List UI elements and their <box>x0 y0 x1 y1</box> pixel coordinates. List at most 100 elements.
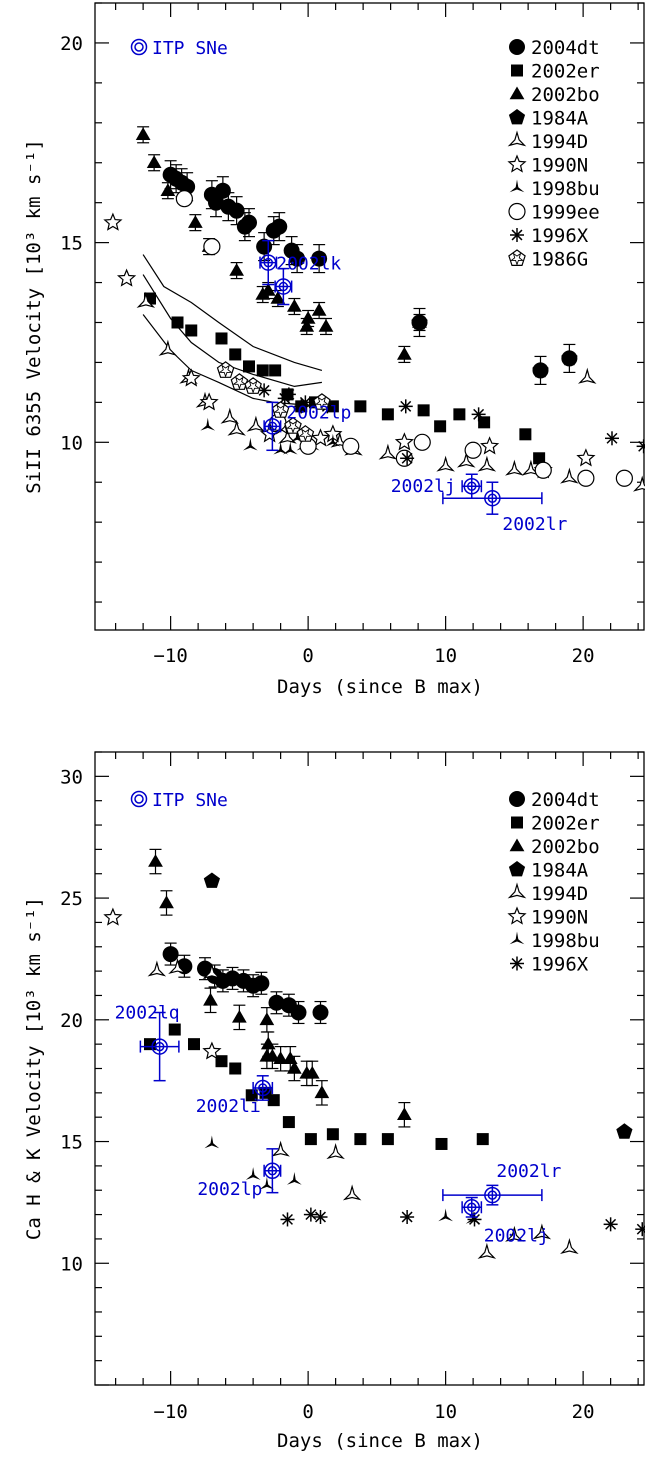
legend-label: 1996X <box>531 954 589 976</box>
legend-label: 2004dt <box>531 37 600 59</box>
legend-item: 2004dt <box>509 789 600 811</box>
data-point <box>396 434 412 449</box>
legend-item: 2002er <box>511 61 600 83</box>
legend-label: 1998bu <box>531 178 600 200</box>
x-tick-label: 10 <box>434 645 457 667</box>
data-point <box>304 1208 318 1222</box>
legend-label: 2002bo <box>531 836 600 858</box>
data-point <box>482 438 498 453</box>
data-point <box>261 1037 276 1050</box>
data-point <box>578 470 594 486</box>
itp-error-bar <box>443 482 542 514</box>
data-point <box>172 316 184 328</box>
itp-error-bar <box>462 474 481 498</box>
data-point <box>216 1055 228 1067</box>
data-point <box>561 350 577 365</box>
data-point <box>188 215 203 228</box>
legend-label: 2004dt <box>531 789 600 811</box>
x-tick-label: 20 <box>572 1401 595 1423</box>
data-point <box>604 1217 618 1231</box>
legend-marker <box>509 791 525 807</box>
itp-label: 2002lp <box>286 402 351 423</box>
itp-legend-marker <box>132 792 147 807</box>
y-tick-label: 10 <box>60 432 83 454</box>
legend-label: 1990N <box>531 155 588 177</box>
data-point <box>241 215 257 231</box>
data-point <box>216 332 228 344</box>
legend-label: 1996X <box>531 225 589 247</box>
data-point <box>354 400 366 412</box>
legend-label: 2002er <box>531 61 600 83</box>
data-point <box>436 1138 448 1150</box>
series-1994D <box>139 294 645 491</box>
series-1990N <box>105 909 220 1058</box>
data-point <box>438 458 453 471</box>
data-point <box>354 1133 366 1145</box>
legend-marker <box>511 65 523 77</box>
legend-item: 1998bu <box>510 178 600 200</box>
data-point <box>480 1245 495 1258</box>
series-2002er <box>144 293 545 465</box>
data-point <box>616 470 632 486</box>
legend: 2004dt2002er2002bo1984A1994D1990N1998bu1… <box>509 37 600 271</box>
legend-marker <box>509 204 525 220</box>
itp-legend-label: ITP SNe <box>152 38 228 59</box>
legend-label: 1994D <box>531 131 588 153</box>
data-point <box>345 1187 360 1200</box>
legend-marker <box>509 861 525 876</box>
data-point <box>411 314 427 329</box>
data-point <box>185 324 197 336</box>
data-point <box>150 963 165 976</box>
data-point <box>453 408 465 420</box>
legend-item: 1990N <box>509 155 588 177</box>
itp-point: 2002lp <box>197 1149 280 1200</box>
data-point <box>222 410 237 423</box>
data-point <box>201 394 217 409</box>
data-point <box>616 1123 632 1138</box>
data-point <box>397 347 412 360</box>
legend-item: 1984A <box>509 108 589 130</box>
y-tick-label: 30 <box>60 766 83 788</box>
legend-label: 1999ee <box>531 202 600 224</box>
legend-marker <box>510 87 525 100</box>
data-point <box>136 127 151 140</box>
legend-marker <box>510 839 525 852</box>
legend-item: 2002er <box>511 813 600 835</box>
legend-marker <box>509 109 525 124</box>
data-point <box>204 239 220 255</box>
legend-label: 1984A <box>531 108 589 130</box>
legend-item: 1996X <box>510 225 589 247</box>
series-1984A <box>411 314 577 377</box>
data-point <box>315 1085 330 1098</box>
data-point <box>532 362 548 377</box>
data-point <box>434 420 446 432</box>
legend-label: 2002bo <box>531 84 600 106</box>
x-tick-label: 20 <box>572 645 595 667</box>
data-point <box>382 1133 394 1145</box>
data-point <box>605 431 619 445</box>
data-point <box>269 364 281 376</box>
itp-label: 2002lp <box>197 1179 262 1200</box>
data-point <box>176 191 192 207</box>
x-axis-title: Days (since B max) <box>277 1430 483 1452</box>
data-point <box>400 1210 414 1224</box>
data-point <box>148 854 163 867</box>
legend-marker <box>510 957 524 971</box>
legend-label: 2002er <box>531 813 600 835</box>
legend-marker <box>509 250 525 265</box>
x-tick-label: 10 <box>434 1401 457 1423</box>
data-point <box>478 416 490 428</box>
data-point <box>472 407 486 421</box>
y-tick-label: 15 <box>60 1132 83 1154</box>
data-point <box>637 439 645 453</box>
data-point <box>400 451 414 465</box>
data-point <box>249 418 264 431</box>
data-point <box>218 362 234 377</box>
data-point <box>319 319 334 332</box>
itp-label: 2002lr <box>502 514 567 535</box>
data-point <box>580 370 595 383</box>
data-point <box>163 946 179 962</box>
data-point <box>229 422 244 435</box>
